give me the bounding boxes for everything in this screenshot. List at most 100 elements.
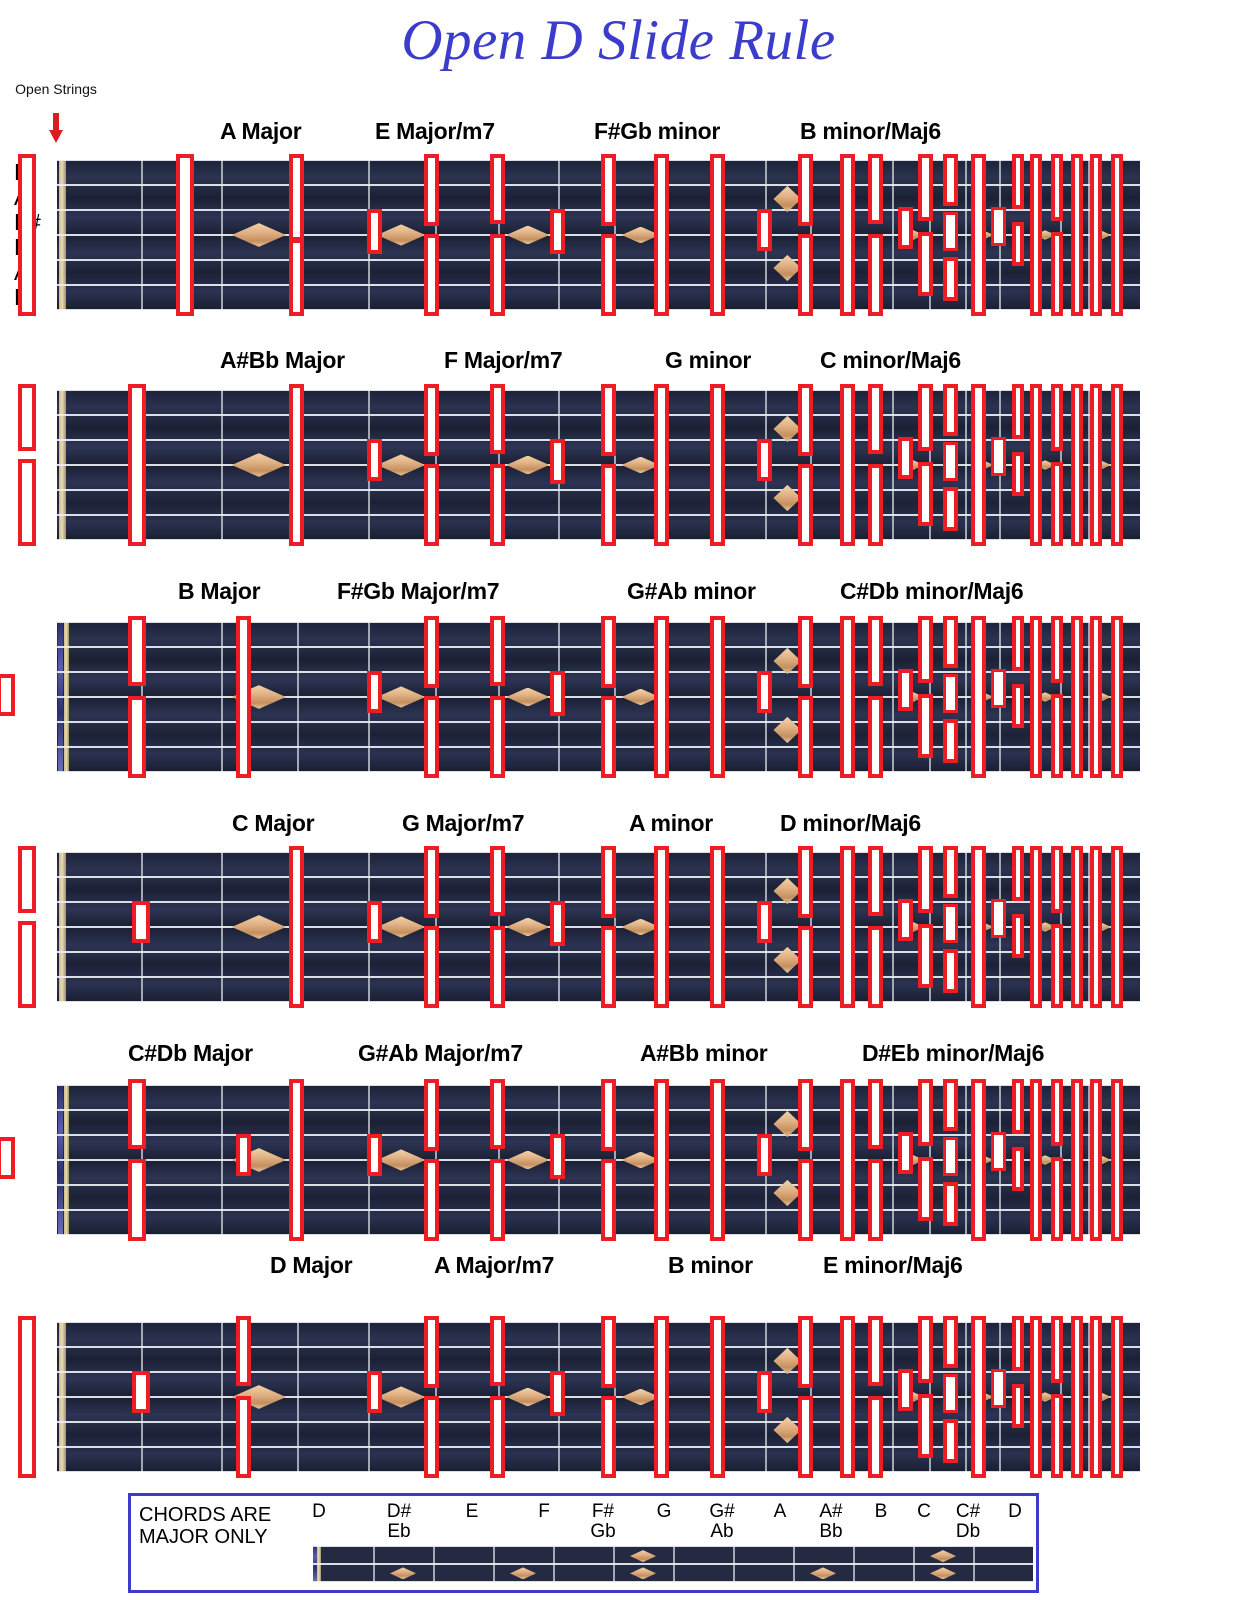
string-line-1 xyxy=(57,876,1140,878)
legend-string-line-1 xyxy=(313,1563,1033,1565)
slide-position-bar xyxy=(943,1316,959,1368)
slide-position-bar xyxy=(868,846,884,916)
string-line-6 xyxy=(57,539,1140,540)
slide-position-bar xyxy=(943,486,959,531)
chord-label-row5-4: D#Eb minor/Maj6 xyxy=(862,1040,1045,1066)
string-line-6 xyxy=(57,1001,1140,1002)
slide-position-bar xyxy=(918,693,934,758)
slide-position-bar xyxy=(490,616,506,686)
slide-position-bar xyxy=(943,1373,959,1413)
slide-position-bar xyxy=(970,616,986,778)
string-line-2 xyxy=(57,901,1140,903)
fretboard-row-4 xyxy=(57,852,1140,1002)
legend-note-6: G xyxy=(656,1501,672,1522)
slide-position-bar xyxy=(0,673,16,716)
slide-position-bar xyxy=(868,1159,884,1241)
fret-inlay-marker xyxy=(1034,692,1056,702)
slide-position-bar xyxy=(868,234,884,316)
string-line-2 xyxy=(57,671,1140,673)
legend-note-10: B xyxy=(874,1501,888,1522)
slide-position-bar xyxy=(490,154,506,224)
slide-position-bar xyxy=(18,1316,37,1478)
slide-position-bar xyxy=(797,234,813,316)
slide-position-bar xyxy=(797,464,813,546)
legend-note-1: D xyxy=(312,1501,326,1522)
slide-position-bar xyxy=(366,901,382,943)
slide-position-bar xyxy=(1051,1079,1064,1146)
slide-position-bar xyxy=(490,696,506,778)
slide-position-bar xyxy=(490,926,506,1008)
slide-position-bar xyxy=(490,1316,506,1386)
slide-position-bar xyxy=(423,154,439,226)
slide-position-bar xyxy=(132,1371,151,1413)
legend-note-3: E xyxy=(465,1501,479,1522)
slide-position-bar xyxy=(1030,384,1043,546)
string-line-2 xyxy=(57,439,1140,441)
slide-position-bar xyxy=(550,1134,566,1179)
slide-position-bar xyxy=(970,1079,986,1241)
slide-position-bar xyxy=(128,1079,147,1149)
slide-position-bar xyxy=(918,846,934,913)
slide-position-bar xyxy=(289,154,305,241)
string-line-5 xyxy=(57,284,1140,286)
legend-note-4: F xyxy=(538,1501,550,1522)
fret-inlay-marker xyxy=(621,688,660,706)
slide-position-bar xyxy=(18,846,37,913)
slide-position-bar xyxy=(840,616,856,778)
slide-position-bar xyxy=(897,1131,913,1174)
string-line-1 xyxy=(57,414,1140,416)
slide-position-bar xyxy=(490,464,506,546)
slide-position-bar xyxy=(423,234,439,316)
string-line-5 xyxy=(57,514,1140,516)
slide-position-bar xyxy=(710,846,726,1008)
slide-position-bar xyxy=(710,1316,726,1478)
slide-position-bar xyxy=(490,1396,506,1478)
fret-inlay-marker xyxy=(1034,1155,1056,1165)
fret-inlay-marker xyxy=(621,1388,660,1406)
fret-inlay-marker xyxy=(231,453,286,477)
slide-position-bar xyxy=(797,1079,813,1151)
slide-position-bar xyxy=(991,436,1007,476)
legend-inlay-marker xyxy=(810,1567,836,1580)
fret-inlay-marker xyxy=(621,226,660,244)
slide-position-bar xyxy=(897,898,913,941)
slide-position-bar xyxy=(918,1079,934,1146)
string-line-5 xyxy=(57,976,1140,978)
slide-position-bar xyxy=(490,1079,506,1149)
slide-position-bar xyxy=(840,1316,856,1478)
slide-position-bar xyxy=(366,671,382,713)
slide-position-bar xyxy=(600,1079,616,1151)
slide-position-bar xyxy=(797,616,813,688)
slide-position-bar xyxy=(943,673,959,713)
slide-position-bar xyxy=(600,234,616,316)
slide-position-bar xyxy=(1090,154,1103,316)
slide-position-bar xyxy=(490,234,506,316)
slide-position-bar xyxy=(918,1393,934,1458)
legend-note-13: D xyxy=(1008,1501,1022,1522)
slide-position-bar xyxy=(943,846,959,898)
slide-position-bar xyxy=(18,384,37,451)
slide-position-bar xyxy=(1030,616,1043,778)
chord-label-row4-3: A minor xyxy=(629,810,713,836)
legend-note-8: A xyxy=(773,1501,787,1522)
slide-position-bar xyxy=(1030,154,1043,316)
slide-position-bar xyxy=(797,384,813,456)
chord-label-row6-4: E minor/Maj6 xyxy=(823,1252,963,1278)
slide-position-bar xyxy=(366,209,382,254)
slide-position-bar xyxy=(710,1079,726,1241)
string-line-3 xyxy=(57,696,1140,698)
slide-position-bar xyxy=(868,1396,884,1478)
slide-position-bar xyxy=(1011,1079,1024,1134)
slide-position-bar xyxy=(423,616,439,688)
slide-position-bar xyxy=(868,154,884,224)
fret-inlay-marker xyxy=(376,916,426,938)
legend-inlay-marker xyxy=(930,1550,956,1563)
slide-position-bar xyxy=(423,1159,439,1241)
slide-position-bar xyxy=(1090,616,1103,778)
slide-position-bar xyxy=(1090,1079,1103,1241)
string-line-2 xyxy=(57,1371,1140,1373)
slide-position-bar xyxy=(868,384,884,454)
string-line-4 xyxy=(57,721,1140,723)
slide-position-bar xyxy=(918,461,934,526)
slide-position-bar xyxy=(757,1371,773,1413)
